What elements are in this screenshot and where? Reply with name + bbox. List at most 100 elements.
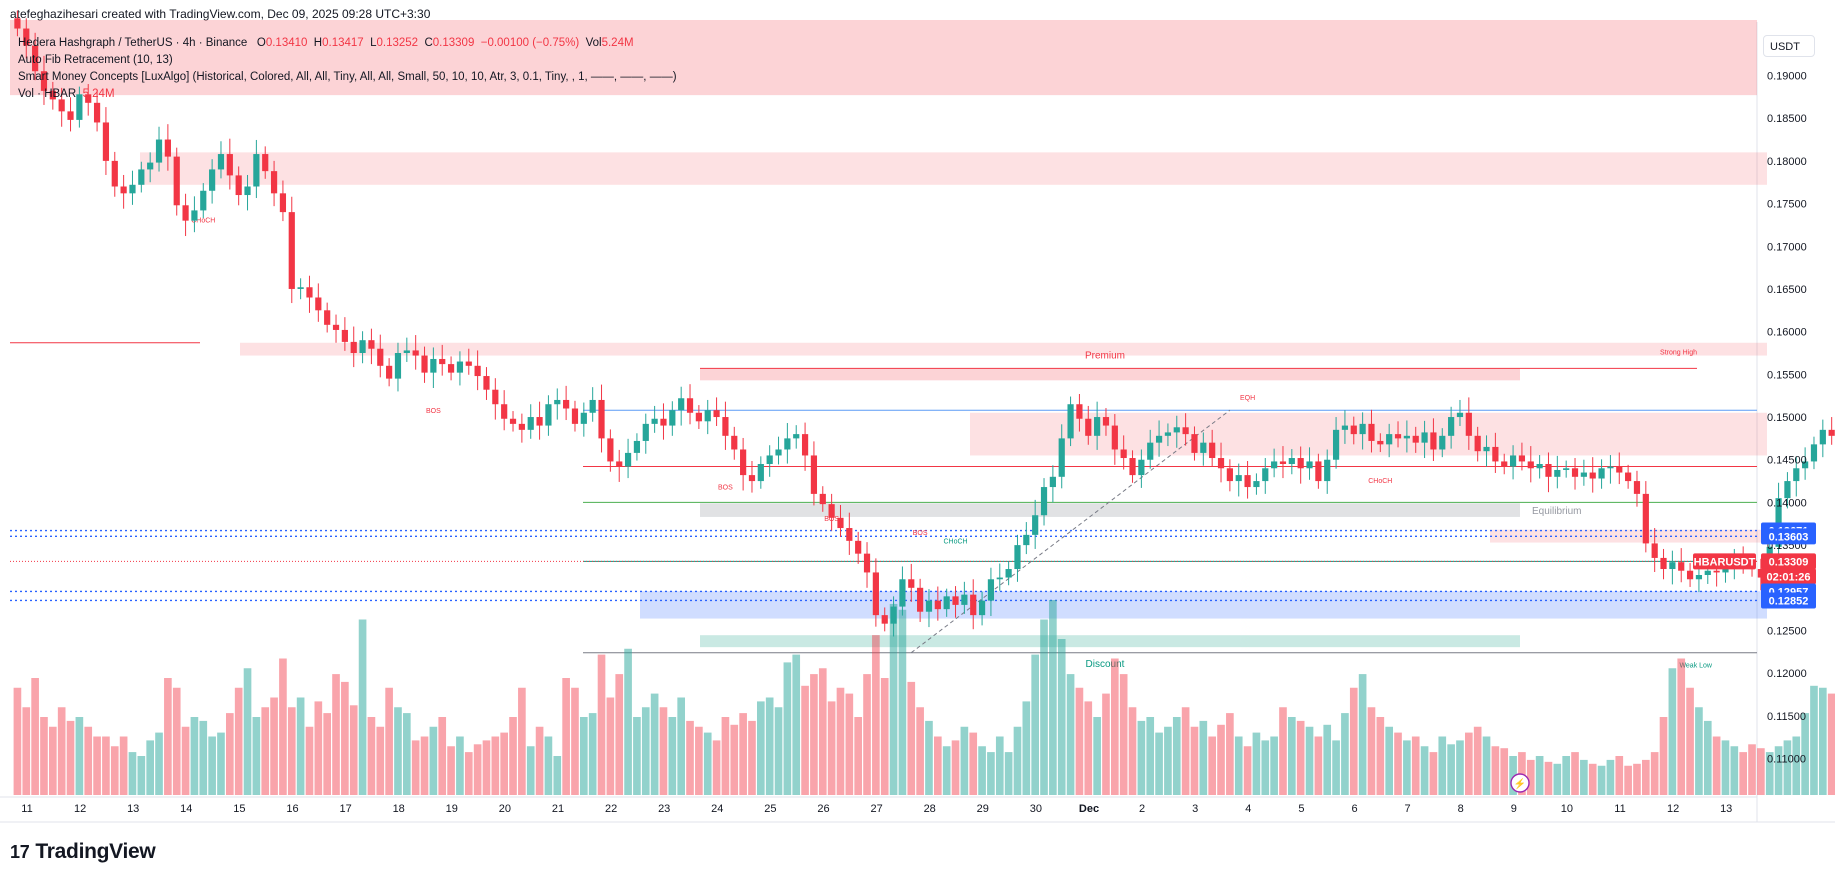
open-label: O	[256, 37, 266, 49]
candle-body	[164, 139, 171, 157]
candle-body	[1660, 557, 1667, 570]
candle	[554, 388, 561, 420]
candle	[1341, 410, 1349, 444]
indicator-fib[interactable]: Auto Fib Retracement (10, 13)	[18, 54, 173, 66]
volume-bar	[252, 717, 261, 795]
candle	[182, 193, 189, 237]
candle	[14, 10, 21, 37]
candle	[1359, 412, 1366, 450]
volume-bar	[403, 713, 411, 795]
volume-bar	[792, 654, 801, 795]
indicator-volume[interactable]: Vol · HBAR 5.24M	[18, 86, 677, 103]
volume-bar	[31, 678, 39, 795]
currency-button[interactable]: USDT	[1763, 35, 1815, 57]
candle-body	[1713, 570, 1720, 573]
candle-body	[332, 324, 340, 330]
volume-bar	[588, 713, 597, 795]
candle	[518, 413, 525, 443]
volume-bar	[261, 707, 270, 795]
candle	[439, 344, 446, 376]
structure-label: CHoCH	[191, 217, 215, 224]
volume-bar	[942, 746, 951, 795]
candle	[1005, 561, 1012, 586]
volume-bar	[155, 732, 163, 795]
candle-body	[85, 94, 92, 103]
volume-bar	[385, 687, 393, 795]
volume-bar	[1004, 752, 1013, 795]
candle	[545, 395, 552, 436]
candle-body	[200, 190, 207, 211]
candle-body	[58, 99, 65, 112]
volume-bar	[305, 726, 314, 795]
candle-body	[306, 287, 313, 298]
candle-body	[952, 596, 959, 605]
candle	[810, 441, 818, 506]
volume-bar	[1765, 752, 1774, 795]
candle-body	[846, 528, 853, 541]
symbol-title[interactable]: Hedera Hashgraph / TetherUS · 4h · Binan…	[18, 37, 248, 49]
volume-bar	[1367, 707, 1376, 795]
candle	[509, 411, 517, 432]
candle-body	[1191, 434, 1198, 453]
candle-body	[1607, 466, 1614, 469]
candle-body	[828, 504, 835, 518]
x-tick-label: 13	[127, 803, 139, 815]
candle	[1678, 548, 1685, 583]
candle-body	[1545, 464, 1552, 477]
volume-bar	[1721, 740, 1730, 795]
symbol-legend-row[interactable]: Hedera Hashgraph / TetherUS · 4h · Binan…	[18, 35, 677, 52]
candle-body	[270, 171, 278, 194]
volume-bar	[57, 707, 66, 795]
candle-body	[14, 18, 21, 29]
candle-body	[536, 417, 543, 426]
candle	[120, 174, 127, 209]
candle-body	[545, 404, 552, 426]
candle	[1793, 456, 1800, 497]
candle-body	[1439, 435, 1446, 450]
candle	[890, 596, 897, 637]
volume-bar	[376, 726, 385, 795]
volume-bar	[1509, 756, 1517, 795]
candle	[1297, 446, 1304, 484]
volume-bar	[1279, 707, 1287, 795]
candle-body	[279, 193, 287, 213]
volume-bar	[765, 697, 774, 795]
candle	[1271, 448, 1278, 478]
candle-body	[837, 517, 844, 529]
volume-bar	[1491, 746, 1500, 795]
candle-body	[563, 399, 570, 409]
candle-body	[1394, 434, 1402, 439]
candle	[1182, 413, 1189, 446]
x-tick-label: 4	[1245, 803, 1251, 815]
candle	[147, 152, 154, 183]
volume-bar	[659, 707, 668, 795]
candle-body	[580, 412, 587, 424]
volume-bar	[1403, 740, 1411, 795]
candle	[607, 429, 614, 472]
candle-body	[147, 162, 154, 170]
volume-bar	[22, 707, 31, 795]
candle	[651, 405, 658, 433]
volume-bar	[1102, 693, 1110, 795]
order-block-zone	[240, 342, 1767, 356]
volume-bar	[1642, 759, 1650, 795]
volume-bar	[217, 732, 225, 795]
candle-body	[775, 449, 782, 456]
volume-bar	[1420, 746, 1429, 795]
volume-bar	[1341, 713, 1349, 795]
volume-bar	[1553, 763, 1562, 795]
x-tick-label: 25	[764, 803, 776, 815]
y-tick-label: 0.16500	[1767, 284, 1807, 296]
indicator-smc[interactable]: Smart Money Concepts [LuxAlgo] (Historic…	[18, 71, 677, 83]
volume-bar	[1226, 713, 1234, 795]
candle	[129, 170, 136, 205]
candle-body	[669, 410, 676, 426]
candle	[1810, 436, 1818, 470]
candle-body	[1359, 423, 1366, 435]
vol-label: Vol	[585, 37, 602, 49]
order-block-zone	[10, 20, 1757, 96]
volume-bar	[730, 724, 739, 795]
y-tick-label: 0.14500	[1767, 455, 1807, 467]
candle-body	[1580, 472, 1587, 477]
